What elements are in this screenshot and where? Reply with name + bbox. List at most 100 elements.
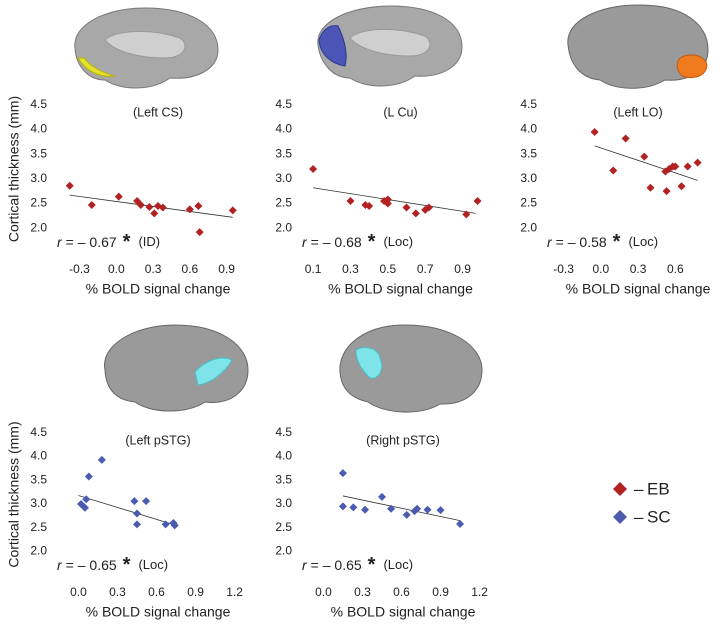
y-tick-label: 4.5	[275, 97, 292, 111]
y-tick-label: 3.0	[30, 171, 47, 185]
x-axis-label: % BOLD signal change	[566, 281, 711, 297]
brain-lateral	[567, 4, 709, 89]
point	[423, 505, 432, 514]
point	[185, 205, 194, 214]
legend-label: EB	[647, 479, 670, 498]
y-tick-label: 3.0	[275, 496, 292, 510]
point	[424, 203, 433, 212]
y-tick-label: 2.0	[30, 544, 47, 558]
point	[142, 497, 151, 506]
annotation-note: (ID)	[138, 234, 160, 249]
point	[309, 165, 318, 173]
y-tick-label: 2.0	[520, 220, 537, 234]
x-tick-label: 0.9	[218, 262, 235, 276]
point	[361, 505, 370, 514]
legend-dash: –	[634, 479, 644, 498]
legend: – EB – SC	[613, 479, 671, 526]
brain-left-medial	[74, 7, 219, 89]
legend-label: SC	[647, 507, 671, 526]
annotation-star: *	[123, 231, 131, 253]
x-tick-label: 0.6	[667, 262, 684, 276]
x-axis-label: % BOLD signal change	[86, 604, 231, 620]
annotation-note: (Loc)	[383, 234, 413, 249]
point	[349, 503, 358, 512]
point	[473, 197, 482, 206]
panel-title: (Left CS)	[133, 105, 183, 119]
panel-title: (Left LO)	[613, 105, 662, 119]
fit-line	[78, 495, 177, 526]
annotation-r: r	[302, 234, 308, 250]
y-tick-label: 2.0	[275, 220, 292, 234]
annotation: r = – 0.68 * (Loc)	[302, 231, 413, 253]
panel-title: (L Cu)	[383, 105, 417, 119]
point	[640, 152, 649, 161]
x-tick-label: 1.2	[471, 585, 488, 599]
x-tick-label: 0.3	[342, 262, 359, 276]
point	[97, 455, 106, 464]
annotation-value: = – 0.65	[311, 557, 362, 573]
x-tick-label: 0.0	[592, 262, 609, 276]
point	[387, 504, 396, 513]
point	[150, 209, 159, 218]
legend-dash: –	[634, 507, 644, 526]
annotation-note: (Loc)	[383, 557, 413, 572]
point	[130, 497, 139, 506]
point	[161, 520, 170, 529]
y-tick-label: 2.0	[275, 544, 292, 558]
x-tick-label: 0.3	[145, 262, 162, 276]
point	[436, 506, 445, 515]
x-tick-label: -0.3	[69, 262, 90, 276]
point	[462, 210, 471, 219]
x-tick-label: 0.3	[109, 585, 126, 599]
point	[677, 182, 686, 191]
x-tick-label: 0.0	[70, 585, 87, 599]
x-tick-label: 0.9	[454, 262, 471, 276]
x-tick-label: 1.2	[226, 585, 243, 599]
y-tick-label: 4.0	[275, 122, 292, 136]
x-axis-label: % BOLD signal change	[86, 281, 231, 297]
y-axis-label: Cortical thickness (mm)	[6, 96, 22, 242]
x-tick-label: 0.3	[630, 262, 647, 276]
point	[194, 201, 203, 210]
y-tick-label: 4.0	[30, 122, 47, 136]
point	[413, 504, 422, 513]
annotation: r = – 0.58 * (Loc)	[547, 231, 658, 253]
x-axis-label: % BOLD signal change	[328, 281, 473, 297]
point	[87, 200, 96, 209]
annotation-star: *	[123, 554, 131, 576]
x-axis-label: % BOLD signal change	[331, 604, 476, 620]
x-tick-label: 0.1	[305, 262, 322, 276]
annotation-r: r	[547, 234, 553, 250]
x-tick-label: 0.6	[181, 262, 198, 276]
fit-line	[342, 495, 461, 522]
y-tick-label: 3.5	[520, 146, 537, 160]
annotation-r: r	[302, 557, 308, 573]
point	[609, 166, 618, 175]
y-tick-label: 4.5	[30, 97, 47, 111]
point	[456, 519, 465, 528]
point	[84, 472, 93, 481]
annotation-r: r	[57, 234, 63, 250]
brain-left-pstg	[104, 324, 249, 412]
annotation-value: = – 0.58	[556, 234, 607, 250]
brain-left-medial-2	[317, 5, 463, 87]
y-tick-label: 2.5	[275, 520, 292, 534]
point	[136, 200, 145, 209]
y-tick-label: 3.0	[275, 171, 292, 185]
y-tick-label: 2.0	[30, 220, 47, 234]
y-tick-label: 2.5	[275, 196, 292, 210]
annotation-star: *	[613, 231, 621, 253]
point	[402, 203, 411, 212]
y-tick-label: 3.5	[275, 146, 292, 160]
x-tick-label: 0.5	[379, 262, 396, 276]
brain-right-pstg	[339, 324, 483, 413]
point	[693, 158, 702, 167]
point	[402, 510, 411, 519]
y-tick-label: 3.5	[30, 472, 47, 486]
annotation-r: r	[57, 557, 63, 573]
y-tick-label: 3.5	[30, 146, 47, 160]
point	[114, 192, 123, 201]
annotation-value: = – 0.68	[311, 234, 362, 250]
annotation-value: = – 0.67	[66, 234, 117, 250]
point	[158, 203, 167, 212]
